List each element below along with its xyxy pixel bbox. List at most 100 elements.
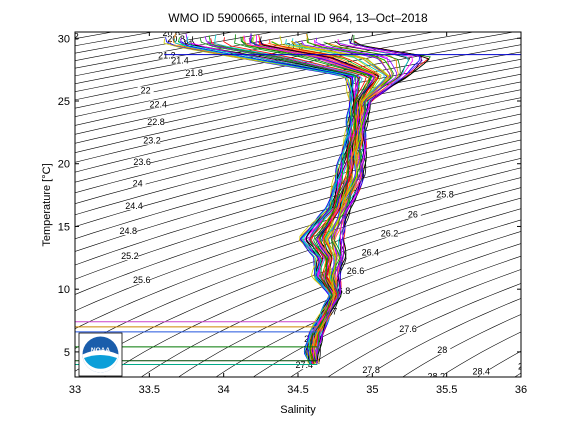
isopycnal-label-bg [473, 367, 490, 376]
isopycnal-line [75, 32, 436, 101]
isopycnal-label: 28.6 [518, 361, 536, 371]
isopycnal-label: 26.6 [347, 266, 365, 276]
isopycnal-label: 22 [141, 85, 151, 95]
isopycnal-line [534, 289, 576, 389]
ts-profile [163, 38, 352, 364]
isopycnal-label-bg [158, 51, 175, 60]
isopycnal-label: 26.4 [362, 247, 380, 257]
y-tick-label: 25 [58, 96, 70, 108]
isopycnal-label-bg [434, 346, 451, 355]
isopycnal-label-bg [296, 361, 313, 370]
isopycnal-label-bg [152, 24, 168, 32]
chart-title: WMO ID 5900665, internal ID 964, 13–Oct–… [168, 11, 428, 25]
isopycnal-label: 21.2 [158, 50, 176, 60]
isopycnal-line [75, 105, 521, 216]
isopycnal-line [364, 298, 521, 377]
isopycnal-line [0, 20, 24, 33]
isopycnal-label: 23.6 [133, 157, 151, 167]
noaa-logo: NOAA [78, 332, 123, 377]
isopycnal-label: 25.6 [133, 275, 151, 285]
isopycnal-line [75, 177, 521, 330]
isopycnal-line [75, 32, 275, 69]
x-tick-label: 36 [515, 384, 527, 396]
isopycnal-line [75, 73, 521, 173]
ts-profile [296, 40, 390, 362]
isopycnal-labels: 20 20.220.420.620.82121.221.421.621.82222… [43, 24, 536, 377]
isopycnal-line [75, 32, 355, 85]
y-tick-label: 5 [64, 347, 70, 359]
isopycnal-label: 20.2 [61, 32, 79, 42]
isopycnal-label: 25.8 [436, 190, 454, 200]
isopycnal-label-bg [125, 201, 142, 210]
isopycnal-line [75, 37, 521, 126]
isopycnal-label-bg [172, 56, 189, 65]
isopycnal-label-bg [404, 210, 421, 219]
isopycnal-line [140, 219, 521, 377]
isopycnal-label: 27.8 [362, 365, 380, 375]
y-axis-label: Temperature [°C] [41, 163, 53, 246]
x-tick-label: 33.5 [139, 384, 160, 396]
isopycnal-line [75, 32, 315, 77]
isopycnal-label: 27.6 [399, 324, 417, 334]
isopycnal-label: 28 [437, 345, 447, 355]
ts-profiles [163, 33, 431, 365]
isopycnal-line [75, 97, 521, 204]
ts-profile [316, 42, 423, 364]
isopycnal-label-bg [381, 229, 398, 238]
x-tick-label: 34 [218, 384, 230, 396]
isopycnal-line [402, 314, 521, 377]
isopycnal-line [290, 269, 521, 377]
y-tick-label: 30 [58, 33, 70, 45]
isopycnal-label-bg [121, 252, 138, 261]
isopycnal-label-bg [518, 362, 521, 371]
isopycnal-line [439, 331, 521, 377]
isopycnal-label: 23.2 [143, 136, 161, 146]
isopycnal-label-bg [43, 29, 59, 37]
x-tick-label: 35.5 [436, 384, 457, 396]
isopycnal-line [75, 32, 516, 117]
y-tick-label: 10 [58, 284, 70, 296]
isopycnal-label-bg [148, 117, 165, 126]
isopycnal-line [75, 148, 521, 280]
isopycnal-label: 20.6 [163, 28, 181, 38]
x-axis-label: Salinity [280, 404, 316, 416]
isopycnal-line [0, 20, 64, 39]
x-tick-label: 33 [69, 384, 81, 396]
isopycnal-line [75, 51, 521, 144]
isopycnal-label-bg [137, 86, 154, 95]
isopycnal-label-bg [120, 226, 137, 235]
isopycnal-label-bg [400, 324, 417, 333]
y-tick-label: 15 [58, 221, 70, 233]
isopycnal-label: 20 [46, 28, 56, 38]
isopycnal-label: 27 [327, 306, 337, 316]
isopycnal-label: 21.4 [171, 55, 189, 65]
y-tick-label: 20 [58, 159, 70, 171]
isopycnal-line [215, 243, 521, 377]
isopycnal-line [476, 350, 521, 377]
isopycnal-line [75, 32, 155, 47]
isopycnal-line [75, 187, 521, 349]
isopycnal-label-bg [363, 366, 380, 375]
x-tick-label: 35 [366, 384, 378, 396]
isopycnal-label-bg [134, 157, 151, 166]
isopycnal-line [75, 81, 521, 183]
isopycnal-label: 20.8 [167, 34, 185, 44]
isopycnal-label: 22.8 [147, 117, 165, 127]
isopycnal-label: 22.4 [150, 99, 168, 109]
isopycnal-label-bg [75, 32, 78, 41]
ts-profile [240, 36, 371, 362]
isopycnal-label: 26 [408, 210, 418, 220]
isopycnal-label-bg [362, 248, 379, 257]
isopycnal-label-bg [186, 68, 203, 77]
isopycnal-label-bg [428, 372, 445, 377]
ts-profile [174, 38, 353, 364]
isopycnal-line [75, 66, 521, 163]
isopycnal-line [571, 302, 576, 390]
isopycnal-label-bg [150, 100, 167, 109]
isopycnal-line [75, 122, 521, 240]
isopycnal-line [75, 58, 521, 154]
isopycnal-label-bg [437, 190, 454, 199]
isopycnal-label: 26.8 [333, 286, 351, 296]
isopycnal-line [75, 32, 235, 61]
